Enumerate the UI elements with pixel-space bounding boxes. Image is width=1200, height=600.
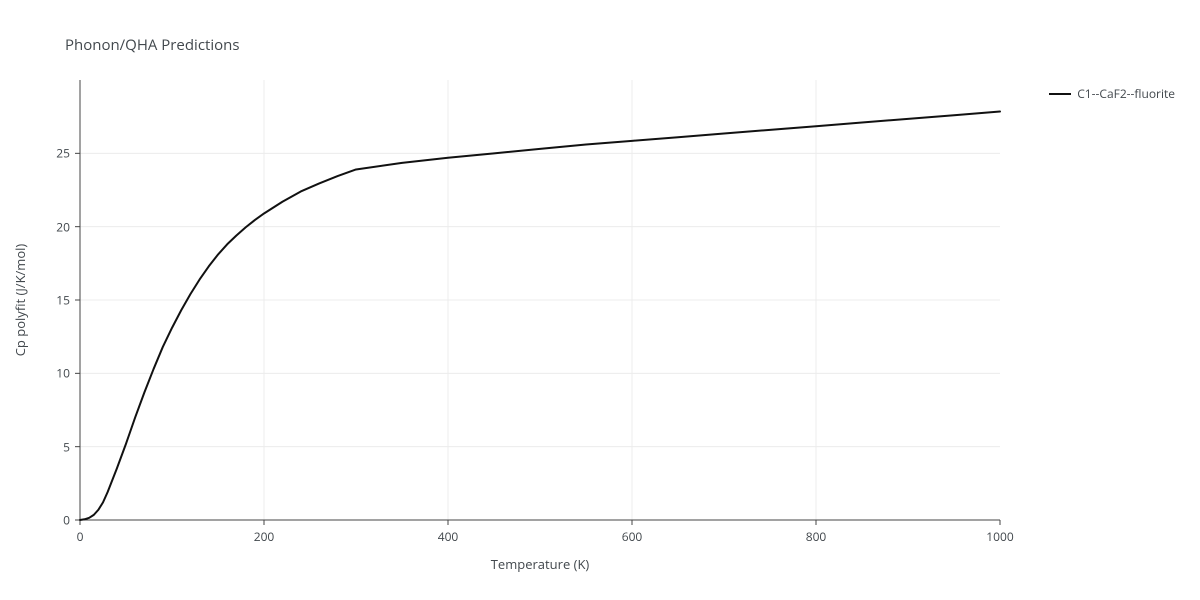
- chart-title: Phonon/QHA Predictions: [65, 35, 240, 55]
- x-tick-label: 1000: [986, 528, 1013, 545]
- y-tick-label: 0: [63, 512, 70, 529]
- x-tick-label: 800: [806, 528, 827, 545]
- x-axis-label: Temperature (K): [491, 555, 590, 573]
- x-tick-label: 600: [622, 528, 643, 545]
- chart-container: Phonon/QHA Predictions Cp polyfit (J/K/m…: [0, 0, 1200, 600]
- legend-swatch: [1049, 93, 1071, 95]
- x-tick-label: 200: [254, 528, 275, 545]
- legend-item-label: C1--CaF2--fluorite: [1077, 85, 1175, 102]
- plot-area: [80, 80, 1000, 520]
- y-tick-label: 5: [63, 438, 70, 455]
- x-tick-label: 400: [438, 528, 459, 545]
- y-tick-label: 20: [56, 218, 70, 235]
- y-tick-label: 10: [56, 365, 70, 382]
- y-axis-label: Cp polyfit (J/K/mol): [11, 244, 29, 357]
- legend: C1--CaF2--fluorite: [1049, 85, 1175, 102]
- y-tick-label: 15: [56, 292, 70, 309]
- y-tick-label: 25: [56, 145, 70, 162]
- x-tick-label: 0: [77, 528, 84, 545]
